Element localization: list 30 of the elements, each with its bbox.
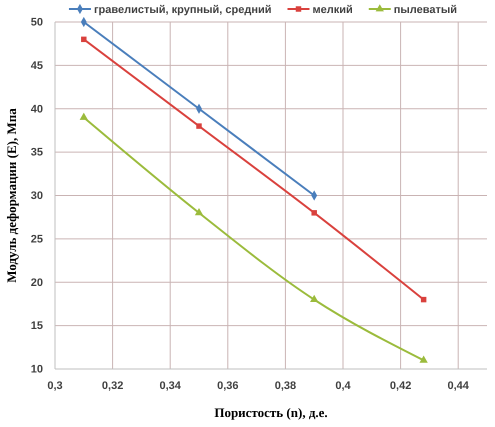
y-tick-label: 30 — [30, 190, 43, 202]
point — [81, 36, 87, 42]
legend-label: мелкий — [312, 4, 353, 16]
x-tick-label: 0,42 — [390, 380, 412, 392]
y-tick-label: 35 — [30, 146, 43, 159]
point — [311, 210, 317, 216]
y-axis-title: Модуль деформации (E), Мпа — [4, 108, 19, 283]
legend-label: гравелистый, крупный, средний — [94, 4, 272, 16]
x-tick-label: 0,4 — [335, 380, 352, 392]
y-tick-label: 20 — [30, 276, 43, 289]
y-tick-label: 10 — [30, 364, 43, 376]
y-tick-label: 50 — [30, 16, 43, 29]
x-tick-label: 0,36 — [217, 380, 239, 392]
x-tick-label: 0,38 — [274, 380, 296, 392]
y-tick-label: 40 — [30, 103, 43, 116]
y-tick-label: 25 — [30, 233, 43, 246]
point — [310, 294, 318, 302]
y-tick-label: 15 — [30, 320, 43, 332]
legend-label: пылеватый — [394, 4, 458, 16]
point — [196, 123, 202, 129]
x-tick-label: 0,32 — [102, 380, 124, 392]
x-axis-title: Пористость (n), д.е. — [214, 405, 328, 420]
y-tick-label: 45 — [30, 60, 43, 72]
point — [194, 208, 204, 216]
x-tick-label: 0,34 — [159, 380, 182, 392]
point — [80, 112, 88, 120]
x-tick-label: 0,3 — [47, 380, 63, 392]
point — [420, 296, 426, 302]
x-tick-label: 0,44 — [447, 380, 470, 392]
point — [419, 356, 428, 363]
